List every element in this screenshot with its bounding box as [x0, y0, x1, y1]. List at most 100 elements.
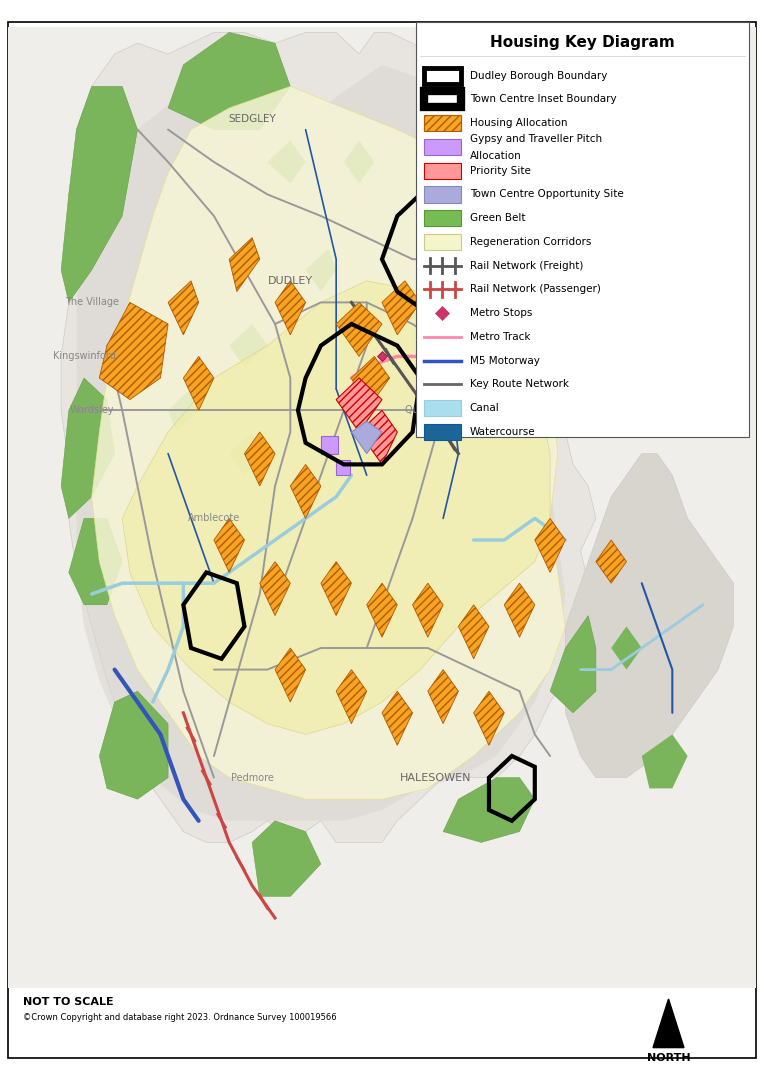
Text: Town Centre Opportunity Site: Town Centre Opportunity Site — [470, 189, 623, 200]
Text: Green Belt: Green Belt — [470, 213, 526, 224]
Polygon shape — [122, 281, 550, 734]
Polygon shape — [458, 605, 489, 659]
Polygon shape — [428, 346, 458, 378]
Text: Metro Track: Metro Track — [470, 332, 530, 342]
Polygon shape — [275, 648, 306, 702]
Text: Allocation: Allocation — [470, 150, 522, 161]
Text: M5 Motorway: M5 Motorway — [470, 355, 539, 366]
Polygon shape — [359, 410, 397, 464]
Polygon shape — [92, 86, 565, 799]
Text: Watercourse: Watercourse — [470, 427, 536, 437]
Polygon shape — [382, 691, 413, 745]
Text: HALESOWEN: HALESOWEN — [400, 772, 471, 783]
Polygon shape — [474, 108, 520, 173]
Text: ©Crown Copyright and database right 2023. Ordnance Survey 100019566: ©Crown Copyright and database right 2023… — [23, 1013, 337, 1022]
Polygon shape — [428, 670, 458, 724]
Bar — [424, 423, 461, 441]
Text: Rail Network (Freight): Rail Network (Freight) — [470, 260, 583, 271]
Text: COSELEY: COSELEY — [435, 81, 482, 92]
Polygon shape — [420, 86, 458, 140]
Text: Metro Stops: Metro Stops — [470, 308, 533, 319]
Bar — [424, 210, 461, 226]
Text: Town Centre Inset Boundary: Town Centre Inset Boundary — [470, 94, 617, 105]
Polygon shape — [275, 281, 306, 335]
Polygon shape — [99, 691, 168, 799]
Text: Wordsley: Wordsley — [70, 405, 114, 416]
Polygon shape — [229, 238, 260, 292]
Polygon shape — [351, 421, 382, 454]
Polygon shape — [367, 583, 397, 637]
Text: Priority Site: Priority Site — [470, 165, 531, 176]
Text: Housing Allocation: Housing Allocation — [470, 118, 568, 129]
Polygon shape — [611, 626, 642, 670]
Bar — [424, 234, 461, 251]
Polygon shape — [443, 778, 535, 842]
Text: Amblecote: Amblecote — [188, 513, 240, 524]
Polygon shape — [61, 86, 138, 302]
Text: Canal: Canal — [470, 403, 500, 414]
Polygon shape — [382, 281, 420, 335]
Text: Dudley Borough Boundary: Dudley Borough Boundary — [470, 70, 607, 81]
Polygon shape — [168, 389, 199, 432]
Text: DUDLEY: DUDLEY — [267, 275, 313, 286]
Polygon shape — [351, 356, 390, 410]
Polygon shape — [260, 562, 290, 616]
Polygon shape — [336, 378, 382, 432]
Polygon shape — [344, 140, 374, 184]
Bar — [424, 139, 461, 156]
Bar — [424, 186, 461, 203]
Polygon shape — [458, 32, 512, 86]
Polygon shape — [267, 140, 306, 184]
Text: NOT TO SCALE: NOT TO SCALE — [23, 997, 114, 1008]
Polygon shape — [321, 562, 351, 616]
Polygon shape — [290, 464, 321, 518]
Polygon shape — [351, 410, 382, 454]
Polygon shape — [168, 281, 199, 335]
Polygon shape — [61, 32, 596, 842]
Polygon shape — [458, 194, 497, 248]
Text: The Village: The Village — [65, 297, 118, 308]
Text: SEDGLEY: SEDGLEY — [228, 113, 276, 124]
Polygon shape — [229, 432, 267, 475]
Bar — [8, 27, 756, 988]
Polygon shape — [214, 518, 244, 572]
Polygon shape — [596, 540, 626, 583]
Bar — [424, 162, 461, 178]
Polygon shape — [489, 248, 527, 302]
Polygon shape — [183, 356, 214, 410]
Bar — [424, 91, 461, 108]
Text: Rail Network (Passenger): Rail Network (Passenger) — [470, 284, 601, 295]
Polygon shape — [306, 248, 336, 292]
Text: Pedmore: Pedmore — [231, 772, 274, 783]
Polygon shape — [642, 734, 688, 788]
Text: Quarry Bank: Quarry Bank — [405, 405, 466, 416]
Polygon shape — [99, 302, 168, 400]
Bar — [321, 436, 338, 454]
Polygon shape — [458, 238, 504, 292]
Polygon shape — [252, 821, 321, 896]
Polygon shape — [229, 324, 267, 367]
Polygon shape — [76, 65, 565, 821]
Text: NORTH: NORTH — [646, 1053, 691, 1063]
Text: Gypsy and Traveller Pitch: Gypsy and Traveller Pitch — [470, 134, 602, 145]
Polygon shape — [474, 691, 504, 745]
Polygon shape — [336, 302, 382, 356]
Text: Kingswinford: Kingswinford — [53, 351, 115, 362]
Bar — [424, 67, 461, 84]
Text: Regeneration Corridors: Regeneration Corridors — [470, 237, 591, 247]
Polygon shape — [504, 583, 535, 637]
Polygon shape — [413, 583, 443, 637]
Polygon shape — [168, 32, 290, 130]
Bar — [424, 400, 461, 416]
Polygon shape — [69, 518, 122, 605]
Bar — [336, 460, 350, 475]
Bar — [424, 114, 461, 131]
Text: Key Route Network: Key Route Network — [470, 379, 569, 390]
Polygon shape — [336, 670, 367, 724]
Polygon shape — [653, 999, 684, 1048]
Polygon shape — [565, 454, 733, 778]
Text: Housing Key Diagram: Housing Key Diagram — [490, 35, 675, 50]
Polygon shape — [550, 616, 596, 713]
Polygon shape — [61, 378, 115, 518]
Polygon shape — [535, 518, 565, 572]
